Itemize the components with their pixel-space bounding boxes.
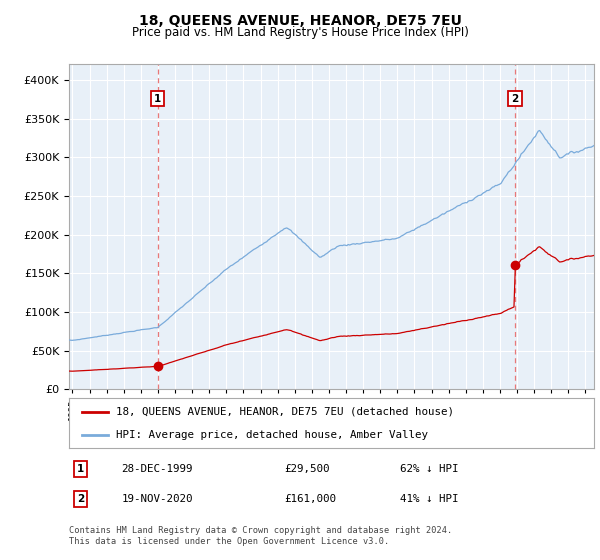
Text: £29,500: £29,500 <box>284 464 330 474</box>
Text: 18, QUEENS AVENUE, HEANOR, DE75 7EU: 18, QUEENS AVENUE, HEANOR, DE75 7EU <box>139 14 461 28</box>
Text: Contains HM Land Registry data © Crown copyright and database right 2024.
This d: Contains HM Land Registry data © Crown c… <box>69 526 452 546</box>
Text: 41% ↓ HPI: 41% ↓ HPI <box>400 494 458 505</box>
Text: 18, QUEENS AVENUE, HEANOR, DE75 7EU (detached house): 18, QUEENS AVENUE, HEANOR, DE75 7EU (det… <box>116 407 454 417</box>
Text: 2: 2 <box>77 494 84 505</box>
Text: 19-NOV-2020: 19-NOV-2020 <box>121 494 193 505</box>
Text: 1: 1 <box>77 464 84 474</box>
Text: HPI: Average price, detached house, Amber Valley: HPI: Average price, detached house, Ambe… <box>116 430 428 440</box>
Text: 1: 1 <box>154 94 161 104</box>
Text: 2: 2 <box>511 94 518 104</box>
Text: £161,000: £161,000 <box>284 494 336 505</box>
Text: Price paid vs. HM Land Registry's House Price Index (HPI): Price paid vs. HM Land Registry's House … <box>131 26 469 39</box>
Text: 62% ↓ HPI: 62% ↓ HPI <box>400 464 458 474</box>
Text: 28-DEC-1999: 28-DEC-1999 <box>121 464 193 474</box>
